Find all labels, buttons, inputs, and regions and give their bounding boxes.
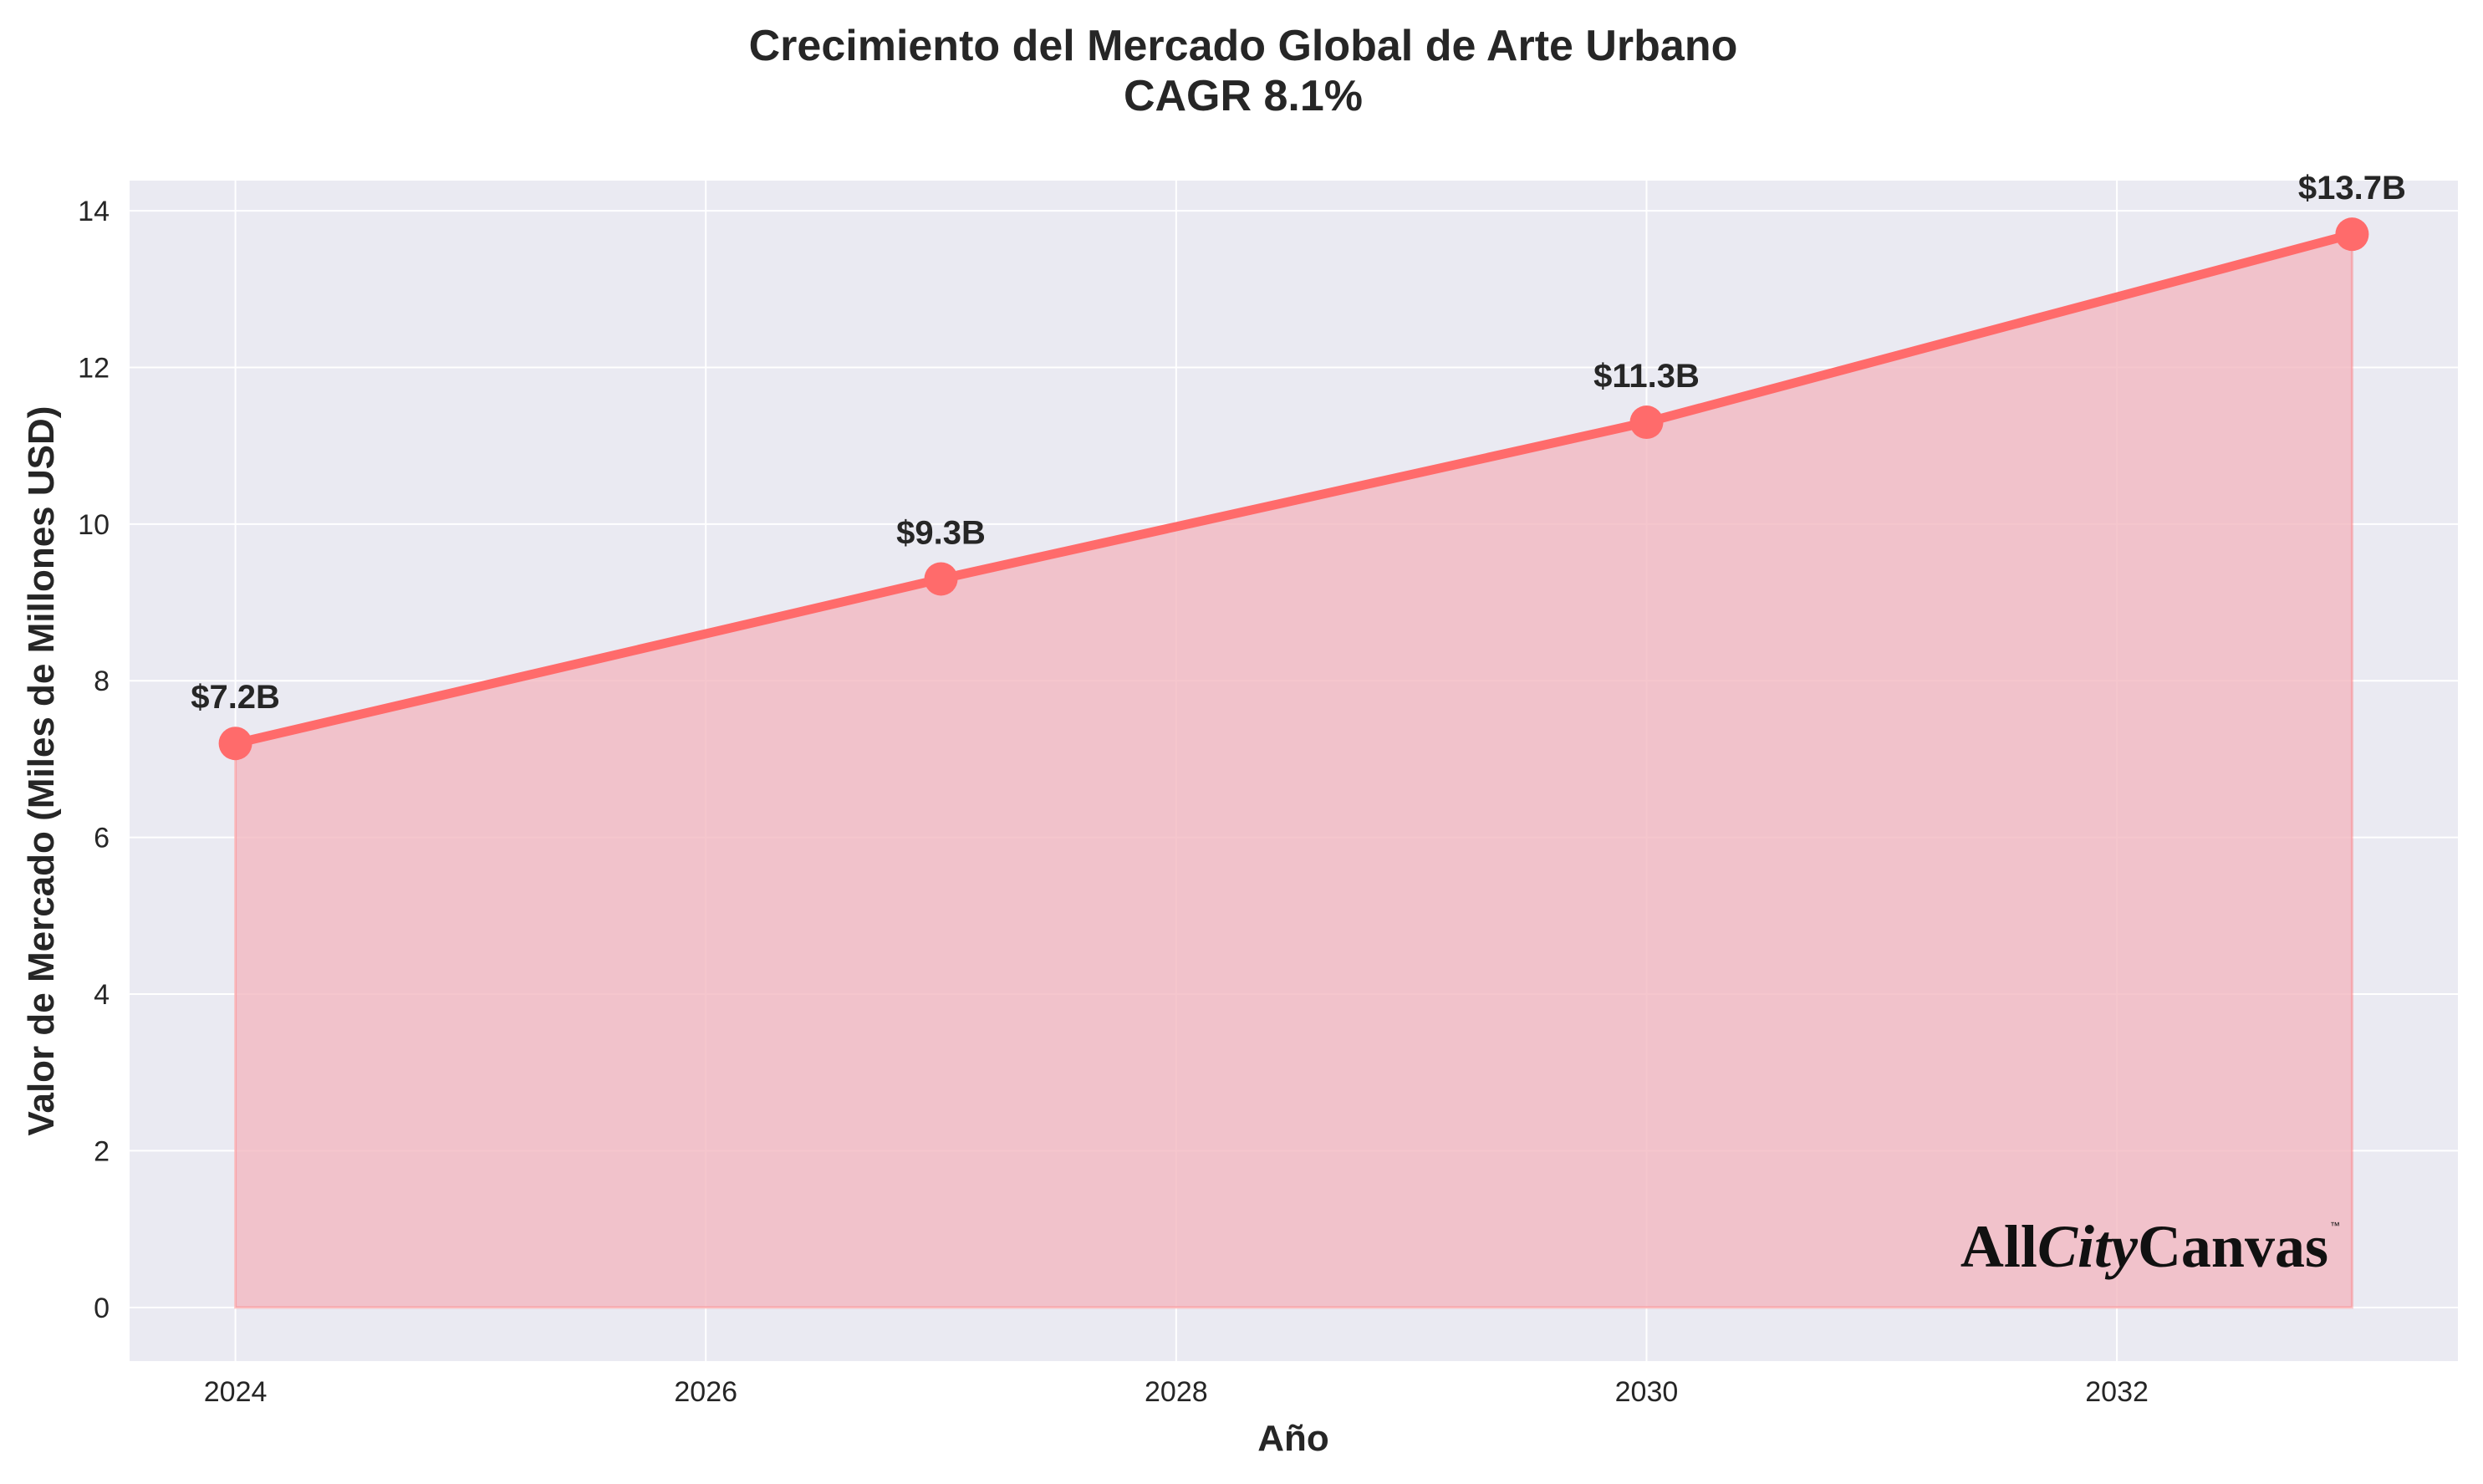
data-label: $13.7B	[2298, 170, 2406, 207]
y-tick-label: 8	[94, 666, 110, 697]
data-point	[1629, 405, 1664, 440]
series-layer	[218, 217, 2369, 1309]
x-tick-label: 2028	[1145, 1376, 1208, 1408]
svg-text:AllCityCanvas: AllCityCanvas	[1960, 1213, 2328, 1280]
y-tick-label: 4	[94, 979, 110, 1011]
x-tick-label: 2024	[204, 1376, 268, 1408]
y-tick-label: 2	[94, 1135, 110, 1167]
y-tick-label: 6	[94, 823, 110, 854]
data-point	[218, 727, 252, 761]
x-axis-label: Año	[1257, 1418, 1329, 1459]
y-tick-label: 12	[78, 352, 110, 384]
x-tick-label: 2026	[674, 1376, 737, 1408]
y-tick-label: 14	[78, 196, 110, 227]
data-point	[924, 562, 958, 596]
x-tick-label: 2032	[2085, 1376, 2149, 1408]
data-label: $11.3B	[1593, 358, 1700, 395]
y-tick-label: 10	[78, 509, 110, 541]
chart-subtitle: CAGR 8.1%	[1124, 72, 1363, 120]
axis-ticks: 0 2 4 6 8 10 12 14 2024 2026 2028 2030 2032	[78, 196, 2149, 1408]
allcitycanvas-logo: AllCityCanvas ™	[1960, 1213, 2340, 1280]
series-line	[231, 229, 2357, 748]
data-point	[2335, 217, 2369, 252]
data-label: $7.2B	[191, 679, 280, 716]
y-tick-label: 0	[94, 1293, 110, 1324]
x-tick-label: 2030	[1615, 1376, 1679, 1408]
data-labels: $7.2B $9.3B $11.3B $13.7B	[191, 170, 2406, 716]
y-axis-label: Valor de Mercado (Miles de Millones USD)	[21, 406, 62, 1136]
data-label: $9.3B	[896, 514, 986, 551]
chart-title: Crecimiento del Mercado Global de Arte U…	[749, 22, 1738, 70]
svg-text:™: ™	[2330, 1220, 2340, 1232]
